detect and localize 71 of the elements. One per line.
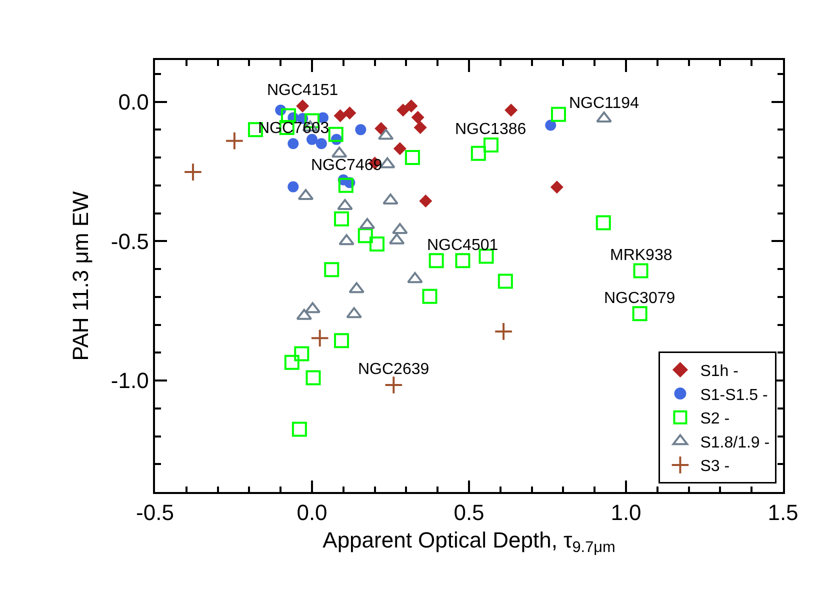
point — [414, 120, 427, 134]
annotation: MRK938 — [610, 247, 672, 264]
legend-label: S1h - — [700, 363, 738, 380]
x-tick-label: -0.5 — [136, 500, 174, 526]
point — [596, 112, 612, 123]
point — [404, 150, 420, 166]
point — [498, 274, 513, 289]
point — [550, 106, 566, 122]
annotation: NGC4151 — [267, 82, 338, 99]
point — [292, 422, 307, 437]
point — [184, 162, 202, 182]
point — [504, 104, 518, 117]
point — [470, 146, 486, 161]
annotation: NGC3079 — [604, 290, 676, 307]
point — [550, 180, 564, 194]
y-tick-label: -1.0 — [110, 368, 149, 394]
point — [294, 346, 310, 362]
point — [225, 131, 244, 150]
point — [338, 234, 354, 246]
legend-label: S2 - — [700, 410, 730, 428]
point — [382, 193, 398, 204]
point — [316, 138, 327, 150]
point — [324, 262, 340, 278]
point — [306, 370, 321, 386]
x-tick-label: 0.5 — [454, 500, 484, 526]
point — [334, 333, 350, 348]
annotation: NGC1194 — [569, 95, 640, 112]
point — [483, 138, 498, 153]
legend-label: S3 - — [700, 458, 730, 476]
point — [633, 263, 648, 278]
point — [428, 253, 444, 268]
point — [296, 99, 310, 112]
point — [404, 99, 418, 112]
point — [419, 194, 432, 208]
point — [337, 199, 353, 210]
point — [411, 110, 424, 124]
point — [393, 142, 406, 156]
point — [545, 120, 556, 131]
point — [358, 228, 373, 244]
point — [407, 272, 423, 284]
point — [284, 354, 300, 370]
legend-label: S1.8/1.9 - — [700, 434, 770, 452]
y-tick-label: 0.0 — [118, 90, 149, 115]
point — [334, 211, 350, 226]
point — [374, 122, 388, 136]
point — [288, 181, 299, 192]
point — [370, 236, 384, 252]
point — [596, 215, 611, 230]
annotation: NGC4501 — [427, 237, 498, 254]
point — [328, 126, 344, 142]
annotation: NGC1386 — [455, 121, 526, 138]
x-tick-label: 1.5 — [768, 500, 798, 526]
point — [384, 376, 404, 394]
point — [422, 288, 438, 304]
x-tick-label: 0.0 — [296, 500, 328, 526]
point — [338, 178, 354, 193]
legend-label: S1-S1.5 - — [700, 386, 768, 404]
point — [334, 109, 347, 122]
point — [310, 328, 330, 348]
x-axis-title: Apparent Optical Depth, τ$_{9.7μm}$ — [322, 528, 616, 556]
point — [455, 253, 470, 268]
point — [494, 322, 513, 341]
point — [355, 124, 366, 136]
y-tick-label: -0.5 — [110, 228, 149, 254]
y-axis-title: PAH 11.3 μm EW — [68, 190, 94, 361]
point — [288, 138, 299, 150]
annotation: NGC2639 — [358, 361, 430, 378]
point — [343, 106, 356, 120]
point — [632, 306, 648, 322]
x-tick-label: 1.0 — [610, 500, 642, 526]
point — [396, 104, 410, 117]
